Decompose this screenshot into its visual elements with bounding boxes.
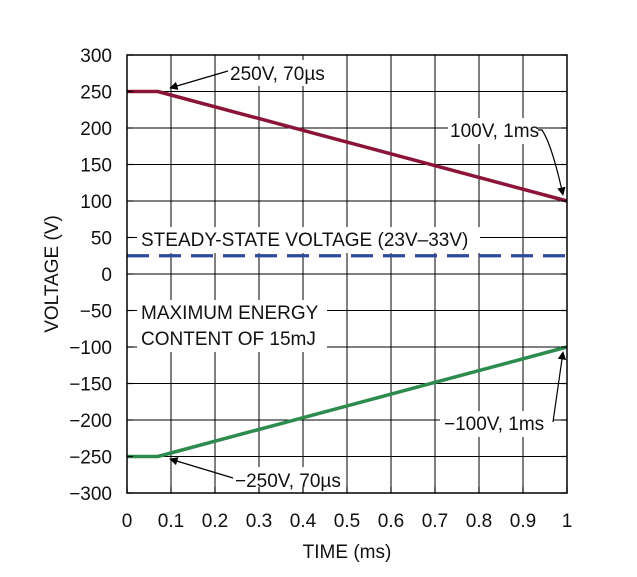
y-axis-title: VOLTAGE (V)	[42, 215, 63, 333]
x-tick-label: 0.6	[378, 511, 404, 532]
annot-steady: STEADY-STATE VOLTAGE (23V–33V)	[141, 230, 468, 251]
y-tick-label: 0	[101, 265, 112, 286]
y-tick-label: 250	[80, 83, 112, 104]
x-tick-label: 0.9	[510, 511, 536, 532]
x-axis-title: TIME (ms)	[303, 542, 392, 563]
annot-energy-line2: CONTENT OF 15mJ	[141, 329, 316, 350]
y-tick-label: 150	[80, 156, 112, 177]
y-tick-label: −100	[69, 338, 112, 359]
annot-neg-end: −100V, 1ms	[444, 414, 544, 435]
x-tick-label: 0.4	[290, 511, 317, 532]
y-tick-label: 50	[91, 229, 112, 250]
annot-energy-line1: MAXIMUM ENERGY	[141, 303, 319, 324]
series-negative-transient	[127, 345, 568, 459]
y-tick-label: −200	[69, 411, 112, 432]
x-tick-label: 0.1	[158, 511, 184, 532]
leader-neg-start	[169, 457, 234, 479]
annot-pos-end: 100V, 1ms	[450, 121, 539, 142]
y-tick-label: 100	[80, 192, 112, 213]
annot-pos-start: 250V, 70µs	[230, 64, 325, 85]
y-tick-labels: 300 250 200 150 100 50 0 −50 −100 −150 −200 −250 −30…	[69, 46, 112, 505]
x-tick-label: 0.8	[466, 511, 492, 532]
series-layer	[127, 89, 568, 459]
x-tick-labels: 0 0.1 0.2 0.3 0.4 0.5 0.6 0.7 0.8 0.9 1	[122, 511, 573, 532]
leader-pos-end	[538, 129, 566, 196]
x-tick-label: 0.3	[246, 511, 272, 532]
y-tick-label: 200	[80, 119, 112, 140]
leader-pos-start	[169, 70, 229, 90]
x-tick-label: 1	[562, 511, 573, 532]
x-tick-label: 0.5	[334, 511, 360, 532]
x-tick-label: 0.7	[422, 511, 448, 532]
y-tick-label: 300	[80, 46, 112, 67]
x-tick-label: 0	[122, 511, 133, 532]
series-positive-transient	[127, 89, 568, 203]
y-tick-label: −50	[80, 302, 112, 323]
y-tick-label: −250	[69, 448, 112, 469]
annotations: 250V, 70µs 100V, 1ms STEADY-STATE VOLTAG…	[137, 60, 567, 493]
y-tick-label: −300	[69, 484, 112, 505]
axis-ticks	[126, 54, 568, 494]
annot-neg-start: −250V, 70µs	[235, 471, 341, 492]
leader-neg-end	[552, 351, 567, 423]
y-tick-label: −150	[69, 375, 112, 396]
x-tick-label: 0.2	[202, 511, 228, 532]
